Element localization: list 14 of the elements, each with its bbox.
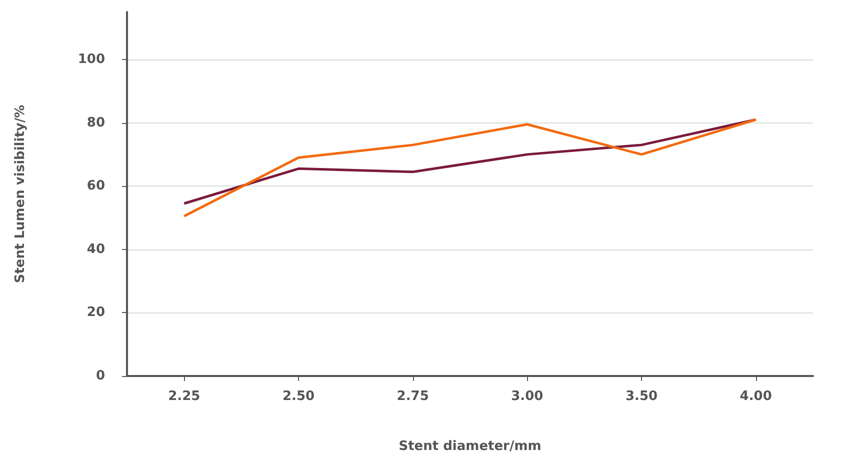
y-tick-label: 0: [96, 368, 105, 384]
x-tick-label: 3.50: [625, 389, 658, 404]
x-tick-label: 4.00: [740, 389, 772, 404]
y-tick-label: 40: [86, 242, 105, 257]
y-tick-label: 20: [86, 305, 105, 320]
x-tick-label: 2.75: [396, 389, 429, 404]
x-tick-label: 2.50: [282, 389, 315, 404]
x-axis-title: Stent diameter/mm: [398, 439, 542, 454]
y-tick-label: 60: [86, 178, 105, 194]
y-tick-label: 100: [78, 52, 105, 67]
x-tick-label: 3.00: [511, 389, 544, 404]
y-tick-label: 80: [86, 115, 105, 130]
x-tick-label: 2.25: [168, 389, 200, 404]
y-axis-title: Stent Lumen visibility/%: [13, 104, 28, 284]
